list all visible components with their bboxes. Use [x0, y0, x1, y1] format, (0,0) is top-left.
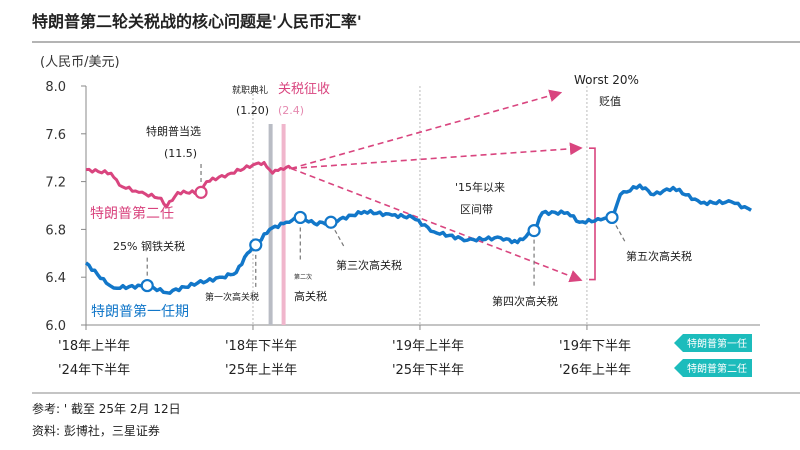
x-tick-label-first-term: '19年上半年 — [392, 339, 464, 354]
x-tick-label-first-term: '18年下半年 — [225, 339, 297, 354]
inauguration-bar — [268, 124, 273, 325]
x-tick-label-second-term: '26年上半年 — [559, 363, 631, 378]
legend-badge-first-term — [674, 334, 752, 352]
series-line-first_term — [84, 183, 752, 295]
x-tick-label-second-term: '25年下半年 — [392, 363, 464, 378]
legend-label-second-term: 特朗普第二任 — [687, 362, 747, 375]
event-marker-first-term — [324, 215, 338, 229]
event-date-inauguration: (1.20) — [236, 104, 269, 117]
band-label-2: 区间带 — [460, 203, 493, 216]
event-label-3rd: 第三次高关税 — [336, 258, 402, 272]
y-tick-label: 6.4 — [45, 271, 66, 286]
legend-first-term: 特朗普第一任 — [674, 334, 752, 352]
series-label-first-term: 特朗普第一任期 — [91, 303, 189, 320]
x-tick-label-second-term: '25年上半年 — [225, 363, 297, 378]
range-band-bracket — [589, 147, 596, 281]
series-line-second_term — [85, 161, 293, 209]
series-label-second-term: 特朗普第二任 — [90, 205, 174, 222]
event-marker-election — [194, 185, 208, 199]
event-label-inauguration: 就职典礼 — [232, 84, 268, 96]
x-tick-label-first-term: '19年下半年 — [559, 339, 631, 354]
legend-second-term: 特朗普第二任 — [674, 359, 752, 377]
projection-arrow — [290, 142, 583, 170]
event-marker-first-term — [605, 210, 619, 225]
event-marker-first-term — [527, 223, 541, 238]
event-pointer — [615, 225, 627, 244]
event-date-tariff: (2.4) — [278, 104, 304, 117]
y-tick-label: 7.2 — [45, 176, 66, 191]
source-note: 资料: 彭博社，三星证券 — [32, 423, 160, 438]
event-marker-first-term — [249, 238, 263, 252]
worst-label-2: 贬值 — [599, 95, 621, 108]
footnote: 参考: ' 截至 25年 2月 12日 — [32, 401, 181, 416]
chart-title: 特朗普第二轮关税战的核心问题是'人民币汇率' — [32, 12, 362, 31]
y-tick-label: 7.6 — [45, 128, 66, 143]
event-label-steel: 25% 钢铁关税 — [113, 239, 185, 253]
worst-label: Worst 20% — [574, 73, 639, 87]
x-tick-label-second-term: '24年下半年 — [58, 363, 130, 378]
event-label-4th: 第四次高关税 — [492, 294, 558, 308]
event-marker-first-term — [293, 210, 307, 225]
y-axis-label: (人民币/美元) — [40, 55, 120, 70]
event-pointer — [334, 229, 346, 249]
legend-label-first-term: 特朗普第一任 — [687, 337, 747, 350]
event-date-election: (11.5) — [164, 147, 197, 160]
event-label-5th: 第五次高关税 — [626, 249, 692, 263]
projection-arrow — [290, 167, 583, 283]
event-label-1st: 第一次高关税 — [205, 291, 259, 303]
y-tick-label: 6.8 — [45, 223, 66, 238]
y-tick-label: 6.0 — [45, 319, 66, 334]
y-tick-label: 8.0 — [45, 80, 66, 95]
event-label-2nd: 高关税 — [294, 289, 327, 303]
event-label-tariff: 关税征收 — [278, 82, 330, 97]
event-label-election: 特朗普当选 — [146, 124, 201, 138]
legend-badge-second-term — [674, 359, 752, 377]
projection-arrow — [290, 89, 563, 170]
event-label-2nd-small: 第二次 — [294, 273, 312, 281]
band-label: '15年以来 — [455, 180, 505, 194]
event-marker-first-term — [140, 278, 154, 293]
x-tick-label-first-term: '18年上半年 — [58, 339, 130, 354]
